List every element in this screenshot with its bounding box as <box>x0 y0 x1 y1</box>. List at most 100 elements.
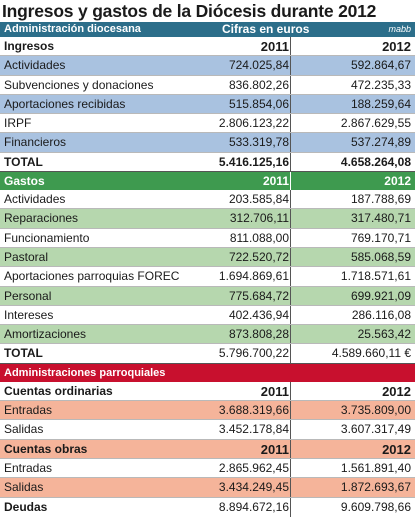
table-row: Reparaciones 312.706,11 317.480,71 <box>0 209 415 229</box>
table-row: Salidas 3.434.249,45 1.872.693,67 <box>0 478 415 498</box>
row-label: Salidas <box>4 480 44 495</box>
deudas-label: Deudas <box>4 499 48 514</box>
total-2012: 4.589.660,11 € <box>331 346 411 361</box>
table-row: Funcionamiento 811.088,00 769.170,71 <box>0 228 415 248</box>
value-2011: 775.684,72 <box>228 288 289 303</box>
value-2012: 3.607.317,49 <box>340 422 411 437</box>
gastos-total-row: TOTAL 5.796.700,22 4.589.660,11 € <box>0 344 415 364</box>
value-2011: 402.436,94 <box>228 307 289 322</box>
year-2012-label: 2012 <box>382 383 411 399</box>
value-2011: 724.025,84 <box>228 58 289 73</box>
value-2011: 722.520,72 <box>228 249 289 264</box>
row-label: IRPF <box>4 116 32 131</box>
value-2011: 3.452.178,84 <box>218 422 289 437</box>
ingresos-title: Ingresos <box>4 39 55 53</box>
table-row: Aportaciones recibidas 515.854,06 188.25… <box>0 94 415 115</box>
year-2012-label: 2012 <box>384 174 411 189</box>
parroquiales-title: Administraciones parroquiales <box>4 366 166 379</box>
ordinarias-header-row: Cuentas ordinarias 2011 2012 <box>0 381 415 402</box>
units-label: Cifras en euros <box>222 22 310 36</box>
section-header-bar: Administración diocesana Cifras en euros… <box>0 22 415 37</box>
deudas-2012: 9.609.798,66 <box>340 499 411 514</box>
total-2011: 5.416.125,16 <box>218 154 289 169</box>
table-row: Financieros 533.319,78 537.274,89 <box>0 133 415 153</box>
value-2012: 317.480,71 <box>350 211 411 226</box>
table-row: Entradas 2.865.962,45 1.561.891,40 <box>0 458 415 479</box>
value-2012: 25.563,42 <box>357 327 411 342</box>
value-2012: 592.864,67 <box>350 58 411 73</box>
author-signature: mabb <box>388 24 411 34</box>
table-row: Subvenciones y donaciones 836.802,26 472… <box>0 75 415 95</box>
value-2011: 811.088,00 <box>229 230 289 245</box>
deudas-row: Deudas 8.894.672,16 9.609.798,66 <box>0 497 415 517</box>
value-2012: 769.170,71 <box>350 230 411 245</box>
value-2012: 187.788,69 <box>350 192 411 207</box>
value-2012: 699.921,09 <box>350 288 411 303</box>
row-label: Personal <box>4 288 52 303</box>
value-2012: 286.116,08 <box>351 307 411 322</box>
total-label: TOTAL <box>4 346 43 361</box>
ingresos-total-row: TOTAL 5.416.125,16 4.658.264,08 <box>0 152 415 173</box>
total-2012: 4.658.264,08 <box>340 154 411 169</box>
table-row: Actividades 203.585,84 187.788,69 <box>0 190 415 210</box>
value-2011: 1.694.869,61 <box>218 269 289 284</box>
table-row: Pastoral 722.520,72 585.068,59 <box>0 247 415 268</box>
year-2011-label: 2011 <box>260 383 289 399</box>
value-2012: 537.274,89 <box>350 135 411 150</box>
row-label: Funcionamiento <box>4 230 90 245</box>
parroquiales-header-band: Administraciones parroquiales <box>0 363 415 382</box>
value-2011: 2.865.962,45 <box>218 460 289 475</box>
value-2011: 3.434.249,45 <box>218 480 289 495</box>
value-2011: 533.319,78 <box>228 135 289 150</box>
value-2012: 2.867.629,55 <box>340 116 411 131</box>
obras-header-row: Cuentas obras 2011 2012 <box>0 439 415 459</box>
value-2011: 2.806.123,22 <box>218 116 289 131</box>
table-row: Aportaciones parroquias FOREC 1.694.869,… <box>0 267 415 287</box>
value-2011: 836.802,26 <box>228 77 289 92</box>
row-label: Amortizaciones <box>4 327 87 342</box>
row-label: Aportaciones recibidas <box>4 96 126 111</box>
gastos-title: Gastos <box>4 174 45 189</box>
value-2012: 585.068,59 <box>350 249 411 264</box>
page-title: Ingresos y gastos de la Diócesis durante… <box>2 1 377 21</box>
table-row: Intereses 402.436,94 286.116,08 <box>0 305 415 326</box>
deudas-2011: 8.894.672,16 <box>218 499 289 514</box>
value-2012: 1.718.571,61 <box>340 269 411 284</box>
value-2011: 873.808,28 <box>228 327 289 342</box>
value-2011: 3.688.319,66 <box>218 403 289 418</box>
value-2012: 472.235,33 <box>350 77 411 92</box>
year-2012-label: 2012 <box>382 441 411 457</box>
total-2011: 5.796.700,22 <box>218 346 289 361</box>
row-label: Entradas <box>4 460 53 475</box>
value-2011: 312.706,11 <box>229 211 289 226</box>
total-label: TOTAL <box>4 154 43 169</box>
table-row: Entradas 3.688.319,66 3.735.809,00 <box>0 401 415 421</box>
value-2011: 515.854,06 <box>228 96 289 111</box>
year-2011-label: 2011 <box>260 39 289 54</box>
row-label: Entradas <box>4 403 53 418</box>
value-2012: 3.735.809,00 <box>340 403 411 418</box>
row-label: Actividades <box>4 192 66 207</box>
row-label: Intereses <box>4 307 54 322</box>
row-label: Salidas <box>4 422 44 437</box>
obras-title: Cuentas obras <box>4 441 88 456</box>
value-2011: 203.585,84 <box>228 192 289 207</box>
table-row: Actividades 724.025,84 592.864,67 <box>0 56 415 76</box>
table-row: Personal 775.684,72 699.921,09 <box>0 286 415 306</box>
gastos-header-band: Gastos 2011 2012 <box>0 172 415 191</box>
row-label: Reparaciones <box>4 211 79 226</box>
row-label: Subvenciones y donaciones <box>4 77 154 92</box>
year-2012-label: 2012 <box>382 39 411 54</box>
table-row: Amortizaciones 873.808,28 25.563,42 <box>0 325 415 345</box>
year-2011-label: 2011 <box>260 441 289 457</box>
table-row: Salidas 3.452.178,84 3.607.317,49 <box>0 420 415 440</box>
value-2012: 1.561.891,40 <box>340 460 411 475</box>
row-label: Pastoral <box>4 249 49 264</box>
table-row: IRPF 2.806.123,22 2.867.629,55 <box>0 114 415 134</box>
row-label: Actividades <box>4 58 66 73</box>
row-label: Aportaciones parroquias FOREC <box>4 269 180 284</box>
row-label: Financieros <box>4 135 67 150</box>
value-2012: 1.872.693,67 <box>340 480 411 495</box>
ordinarias-title: Cuentas ordinarias <box>4 383 113 398</box>
year-2011-label: 2011 <box>262 174 289 189</box>
